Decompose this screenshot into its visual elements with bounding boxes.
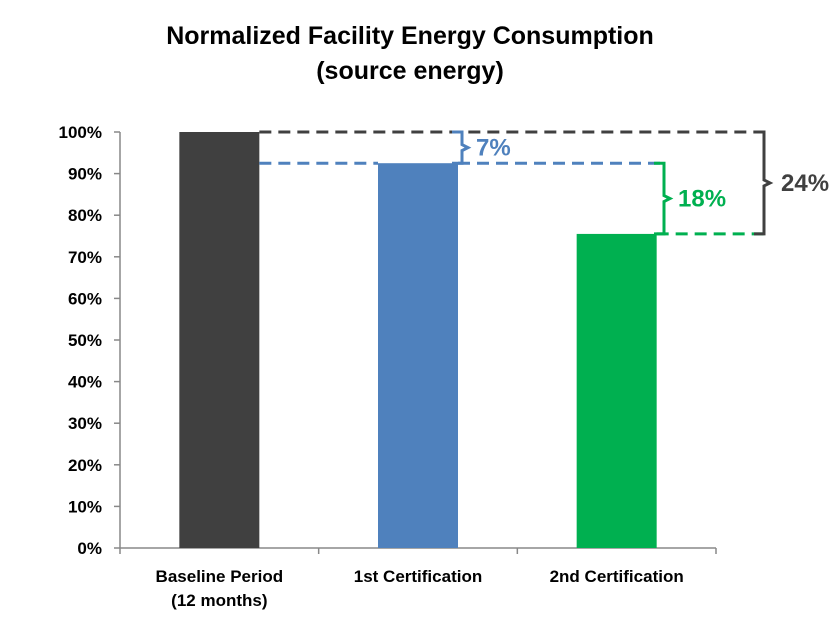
y-tick-label: 10% (68, 497, 102, 516)
y-tick-label: 20% (68, 456, 102, 475)
bar-2 (378, 163, 458, 548)
y-tick-label: 30% (68, 414, 102, 433)
bracket-7-percent (452, 130, 472, 165)
annotation-7-percent: 7% (476, 135, 511, 162)
y-tick-label: 50% (68, 331, 102, 350)
bracket-24-percent (754, 130, 774, 236)
category-label: Baseline Period (156, 567, 284, 586)
axes: 0% 10% 20% 30% 40% 50% 60% 70% 80% 90% 100% (59, 123, 717, 558)
y-tick-label: 90% (68, 165, 102, 184)
annotation-24-percent: 24% (781, 170, 829, 197)
y-tick-label: 100% (59, 123, 102, 142)
y-tick-label: 70% (68, 248, 102, 267)
bracket-18-percent (654, 161, 674, 236)
bar-1 (179, 132, 260, 548)
category-labels: Baseline Period (12 months) 1st Certificat… (156, 567, 684, 610)
bars (179, 132, 657, 549)
bar-3 (576, 233, 657, 549)
category-label: 1st Certification (354, 567, 482, 586)
y-tick-label: 60% (68, 289, 102, 308)
category-label: 2nd Certification (550, 567, 684, 586)
annotations: 7% 18% 24% (259, 130, 829, 236)
chart-subtitle: (source energy) (316, 57, 504, 85)
y-tick-label: 40% (68, 373, 102, 392)
chart-title-line-1: Normalized Facility Energy Consumption (166, 22, 654, 50)
y-tick-label: 0% (77, 539, 102, 558)
annotation-18-percent: 18% (678, 186, 726, 213)
y-tick-label: 80% (68, 206, 102, 225)
category-label: (12 months) (171, 591, 267, 610)
